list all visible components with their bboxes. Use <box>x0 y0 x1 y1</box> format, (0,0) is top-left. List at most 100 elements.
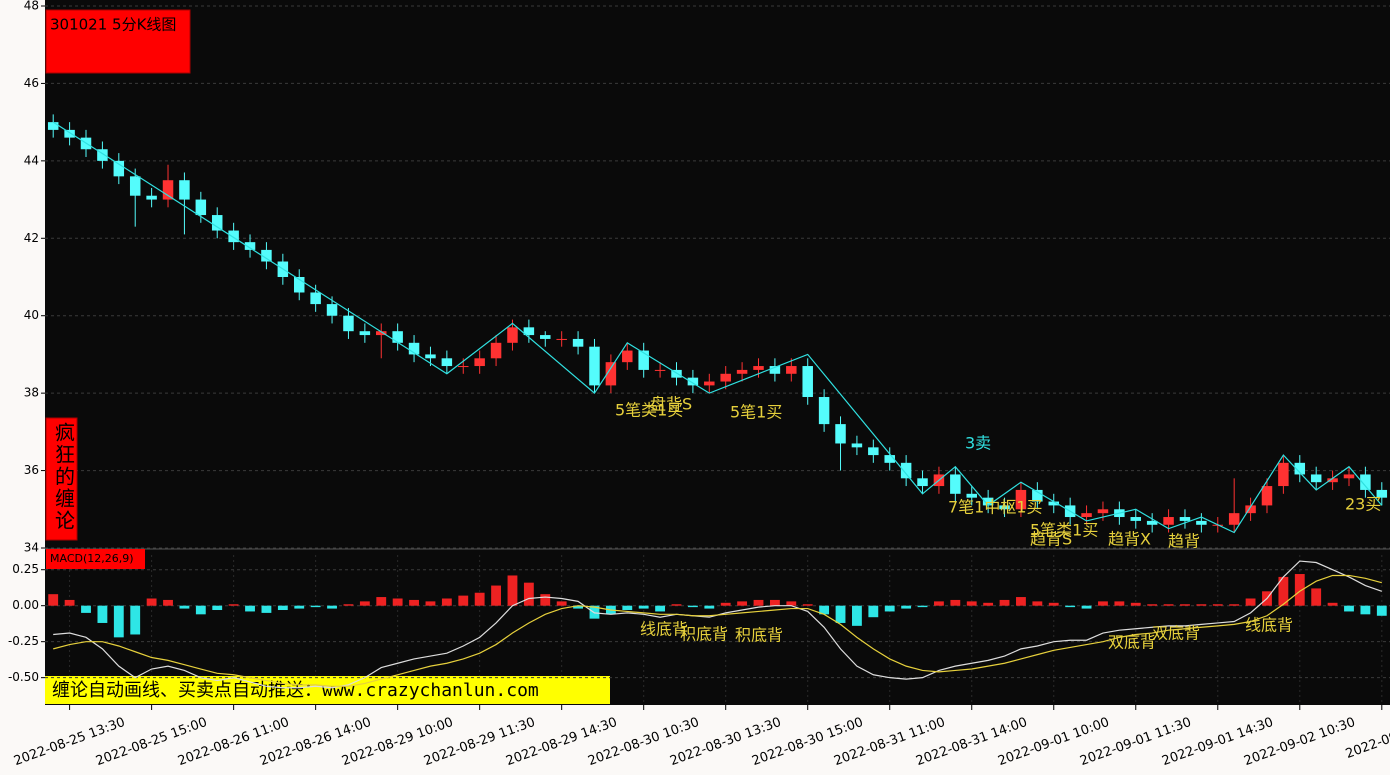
macd-bar <box>737 601 748 606</box>
macd-bar <box>64 599 75 606</box>
annotation: 3卖 <box>965 434 991 453</box>
macd-bar <box>146 598 157 606</box>
macd-bar <box>376 597 387 606</box>
macd-bar <box>261 605 272 613</box>
candle-body <box>474 358 485 367</box>
candle-body <box>884 455 895 463</box>
y-tick-label: 0.25 <box>12 562 39 576</box>
macd-bar <box>409 599 419 606</box>
annotation: 线底背 <box>640 620 688 639</box>
candle-body <box>1278 462 1289 487</box>
macd-bar <box>1032 601 1043 606</box>
macd-bar <box>622 605 633 611</box>
macd-bar <box>1081 605 1092 609</box>
macd-bar <box>573 605 583 609</box>
candle-body <box>851 443 863 448</box>
macd-bar <box>1180 604 1190 606</box>
banner: 缠论自动画线、买卖点自动推送：www.crazychanlun.com <box>52 680 539 701</box>
macd-bar <box>97 605 108 623</box>
macd-bar <box>950 599 961 606</box>
macd-bar <box>163 599 173 606</box>
candle-body <box>654 369 666 371</box>
y-tick-label: 36 <box>24 463 39 477</box>
macd-bar <box>868 605 879 618</box>
candle-body <box>1360 474 1371 490</box>
candle-body <box>376 331 387 336</box>
macd-bar <box>556 601 567 606</box>
candle-body <box>589 346 600 386</box>
macd-title-box <box>46 549 145 569</box>
macd-bar <box>1294 574 1305 606</box>
macd-bar <box>1360 605 1371 615</box>
candle-body <box>1376 489 1388 498</box>
candle-body <box>556 338 567 340</box>
annotation: 5笔1买 <box>730 403 782 422</box>
candle-body <box>211 215 223 231</box>
macd-bar <box>343 604 354 606</box>
macd-bar <box>1114 601 1125 606</box>
candle-body <box>1163 517 1174 525</box>
macd-bar <box>934 601 944 606</box>
macd-bar <box>441 598 452 606</box>
annotation: 盘背S <box>650 395 692 414</box>
macd-bar <box>769 599 780 606</box>
macd-bar <box>901 605 912 609</box>
candle-body <box>179 180 190 200</box>
macd-bar <box>852 605 862 626</box>
macd-bar <box>1376 605 1387 616</box>
macd-bar <box>983 602 994 606</box>
candle-body <box>638 350 649 370</box>
candle-body <box>786 366 797 374</box>
candle-body <box>720 373 731 382</box>
candle-body <box>343 315 354 332</box>
macd-bar <box>310 605 321 608</box>
macd-bar <box>1245 598 1256 606</box>
macd-bar <box>540 594 551 606</box>
macd-bar <box>638 605 649 609</box>
macd-bar <box>48 594 59 606</box>
macd-bar <box>1229 604 1240 606</box>
macd-bar <box>1278 576 1289 606</box>
candle-body <box>1081 513 1092 518</box>
y-tick-label: -0.50 <box>8 670 39 684</box>
bi-line <box>52 121 1383 534</box>
candle-body <box>523 327 535 336</box>
candle-body <box>1146 520 1158 525</box>
annotation: 5笔类1买 <box>615 401 683 420</box>
candle-body <box>769 366 781 374</box>
y-tick-label: 40 <box>24 308 39 322</box>
macd-bar <box>720 602 731 606</box>
title-box <box>45 9 191 74</box>
candle-body <box>704 381 715 386</box>
candle-body <box>228 230 239 243</box>
plot-background <box>45 0 1390 705</box>
candle-body <box>310 292 321 305</box>
candle-body <box>622 350 633 363</box>
annotation: 5笔类1买 <box>1030 521 1098 540</box>
candle-body <box>458 366 469 368</box>
candle-body <box>1179 517 1191 521</box>
candle-body <box>818 397 830 425</box>
macd-bar <box>1311 588 1322 606</box>
candle-body <box>753 366 764 370</box>
macd-bar <box>1327 602 1338 606</box>
candle-body <box>1196 520 1207 525</box>
macd-bar <box>327 605 337 609</box>
candle-body <box>408 342 420 355</box>
candle-body <box>966 493 977 498</box>
candle-body <box>441 358 453 367</box>
macd-bar <box>474 592 485 606</box>
candle-body <box>1048 501 1059 506</box>
macd-bar <box>1212 604 1223 606</box>
candle-body <box>917 478 928 487</box>
side-label-box <box>45 417 78 541</box>
candle-body <box>1294 462 1306 475</box>
candle-body <box>162 180 174 200</box>
macd-dea-line <box>53 574 1382 687</box>
macd-bar <box>1147 604 1158 606</box>
candle-body <box>244 242 256 250</box>
candle-body <box>1245 505 1256 514</box>
macd-bar <box>195 605 206 615</box>
